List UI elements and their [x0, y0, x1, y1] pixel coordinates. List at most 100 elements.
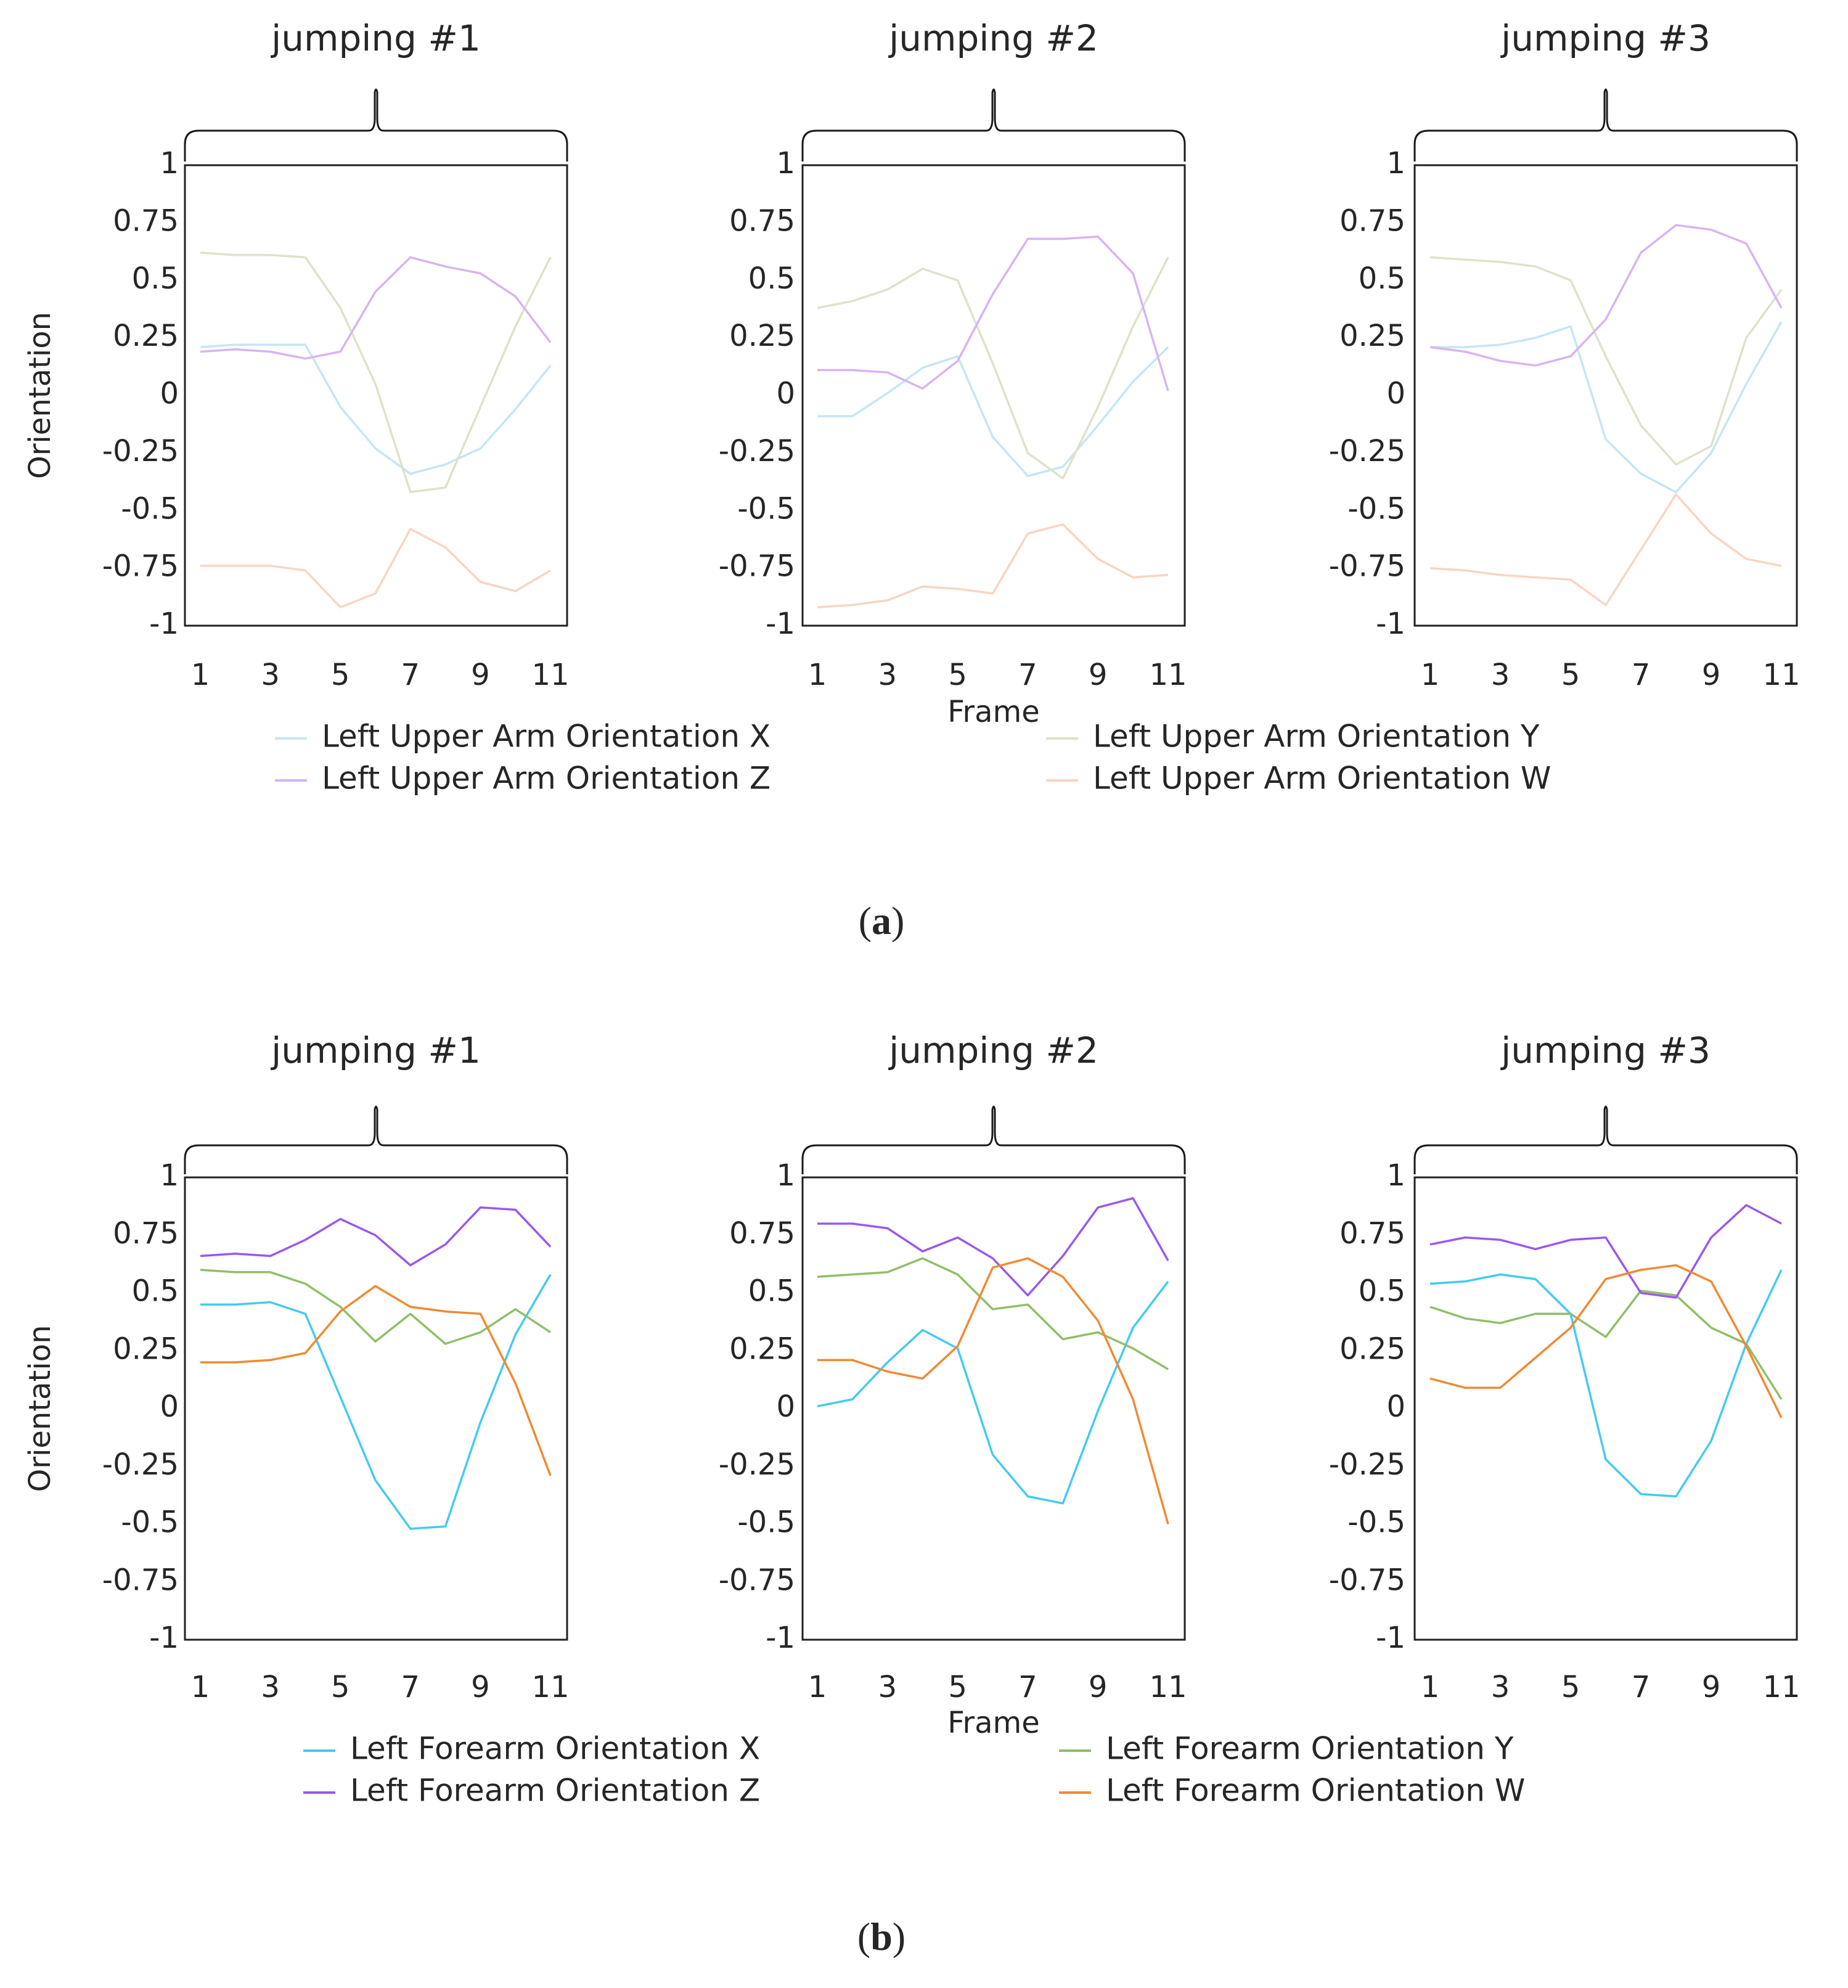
- y-axis-label: Orientation: [23, 1325, 57, 1492]
- y-tick-label: -0.75: [1329, 1563, 1405, 1597]
- y-tick-label: -0.5: [737, 491, 795, 526]
- x-tick-label: 1: [808, 658, 827, 692]
- y-tick-label: -0.5: [121, 1505, 179, 1540]
- y-tick-label: -1: [766, 607, 795, 641]
- y-tick-label: 1: [1386, 1158, 1405, 1193]
- x-tick-label: 11: [1149, 1670, 1187, 1704]
- x-axis-label: Frame: [947, 1706, 1040, 1740]
- y-tick-label: -0.25: [102, 1447, 179, 1482]
- y-tick-label: 0.75: [1339, 1216, 1405, 1251]
- y-axis-label: Orientation: [23, 312, 57, 479]
- y-tick-label: 0: [1386, 377, 1405, 411]
- legend-item-b-3: Left Forearm Orientation Z: [303, 1773, 760, 1809]
- series-line-left-upper-arm-orientation-w: [817, 523, 1169, 608]
- y-tick-label: -0.5: [121, 491, 179, 526]
- chart-title: jumping #2: [888, 17, 1098, 59]
- series-line-left-upper-arm-orientation-w: [1429, 493, 1782, 607]
- y-tick-label: -1: [149, 607, 179, 641]
- plot-frame: [1413, 164, 1798, 627]
- x-tick-label: 1: [808, 1670, 827, 1704]
- y-tick-label: -0.5: [1347, 1505, 1405, 1540]
- y-tick-label: -0.25: [102, 434, 179, 468]
- y-tick-label: -0.25: [719, 1447, 795, 1482]
- series-line-left-upper-arm-orientation-x: [817, 346, 1169, 477]
- x-tick-label: 3: [1491, 1670, 1510, 1704]
- chart-title: jumping #2: [888, 1029, 1098, 1071]
- series-line-left-upper-arm-orientation-z: [817, 235, 1169, 391]
- chart-title: jumping #3: [1500, 17, 1711, 59]
- series-line-left-forearm-orientation-y: [1429, 1290, 1783, 1400]
- y-tick-label: 0: [776, 377, 795, 411]
- y-tick-label: 0.5: [1359, 261, 1405, 296]
- x-tick-label: 1: [191, 1670, 210, 1704]
- y-tick-label: 0.75: [113, 1216, 179, 1251]
- x-tick-label: 1: [1421, 658, 1440, 692]
- plot-frame: [801, 1176, 1186, 1641]
- panel-label-a: (a): [859, 899, 905, 943]
- chart-title: jumping #1: [270, 1029, 481, 1071]
- legend-label: Left Upper Arm Orientation Y: [1093, 719, 1540, 755]
- legend-label: Left Upper Arm Orientation W: [1093, 761, 1551, 796]
- x-tick-label: 5: [948, 658, 967, 692]
- chart-b-2: jumping #2 1 0.75 0.5 0.25 0 -0.25 -0.5 -0.75 -1 1…: [719, 1029, 1187, 1740]
- x-tick-label: 11: [1762, 658, 1800, 692]
- x-tick-label: 9: [471, 1670, 490, 1704]
- x-tick-label: 3: [1491, 658, 1510, 692]
- x-tick-label: 5: [948, 1670, 967, 1704]
- legend-label: Left Forearm Orientation W: [1106, 1773, 1525, 1809]
- title-brace: [801, 1105, 1186, 1174]
- series-line-left-upper-arm-orientation-w: [200, 528, 551, 608]
- y-tick-label: -0.75: [102, 1563, 179, 1597]
- x-tick-label: 5: [331, 1670, 350, 1704]
- y-tick-label: 0.25: [729, 1331, 795, 1366]
- chart-a-2: jumping #2 1 0.75 0.5 0.25 0 -0.25 -0.5 -0.75 -1 1…: [719, 17, 1187, 729]
- legend-item-a-3: Left Upper Arm Orientation Z: [275, 761, 771, 796]
- y-tick-label: 0: [160, 377, 179, 411]
- x-tick-label: 7: [1018, 1670, 1037, 1704]
- x-tick-label: 5: [331, 658, 350, 692]
- y-tick-label: 0.25: [1339, 319, 1405, 353]
- x-tick-label: 11: [1762, 1670, 1800, 1704]
- x-tick-label: 11: [1149, 658, 1187, 692]
- y-tick-label: 1: [160, 146, 179, 181]
- y-tick-label: 1: [160, 1158, 179, 1193]
- series-line-left-forearm-orientation-y: [817, 1257, 1169, 1370]
- y-tick-label: 0.25: [113, 1331, 179, 1366]
- plot-frame: [801, 164, 1186, 627]
- chart-a-3: jumping #3 1 0.75 0.5 0.25 0 -0.25 -0.5 -0.75 -1 1…: [1329, 17, 1801, 692]
- y-tick-label: -1: [149, 1621, 179, 1655]
- plot-frame: [1413, 1176, 1798, 1641]
- y-tick-label: -0.5: [737, 1505, 795, 1540]
- title-brace: [184, 1105, 568, 1174]
- series-line-left-upper-arm-orientation-y: [200, 252, 552, 494]
- y-tick-label: 0.5: [748, 261, 795, 296]
- x-tick-label: 3: [261, 1670, 280, 1704]
- y-tick-label: 0.5: [132, 261, 179, 296]
- series-line-left-forearm-orientation-w: [200, 1285, 552, 1476]
- x-tick-label: 9: [1089, 658, 1108, 692]
- series-line-left-forearm-orientation-z: [1429, 1204, 1782, 1299]
- y-tick-label: 0: [776, 1389, 795, 1424]
- series-line-left-upper-arm-orientation-y: [1429, 256, 1783, 466]
- series-line-left-upper-arm-orientation-z: [1429, 224, 1783, 367]
- chart-a-1: jumping #1 1 0.75 0.5 0.25 0 -0.25 -0.5 -0.75 -1 1…: [23, 17, 570, 692]
- y-tick-label: -0.25: [1329, 434, 1405, 468]
- y-tick-label: 1: [776, 1158, 795, 1193]
- x-tick-label: 7: [1018, 658, 1037, 692]
- y-tick-label: 0.5: [132, 1274, 179, 1309]
- chart-b-3: jumping #3 1 0.75 0.5 0.25 0 -0.25 -0.5 -0.75 -1 1…: [1329, 1029, 1801, 1704]
- y-tick-label: 0: [1386, 1389, 1405, 1424]
- y-tick-label: 0.25: [1339, 1331, 1405, 1366]
- legend-item-a-2: Left Upper Arm Orientation Y: [1046, 719, 1540, 755]
- y-tick-label: -0.75: [719, 1563, 795, 1597]
- y-tick-label: 0.75: [1339, 203, 1405, 238]
- x-tick-label: 11: [531, 1670, 569, 1704]
- x-tick-label: 3: [878, 658, 897, 692]
- y-tick-label: -1: [1376, 1621, 1405, 1655]
- legend-label: Left Upper Arm Orientation X: [322, 719, 771, 755]
- y-tick-label: -0.25: [719, 434, 795, 468]
- y-tick-label: 0.25: [113, 319, 179, 353]
- chart-title: jumping #1: [270, 17, 481, 59]
- x-tick-label: 7: [1632, 658, 1651, 692]
